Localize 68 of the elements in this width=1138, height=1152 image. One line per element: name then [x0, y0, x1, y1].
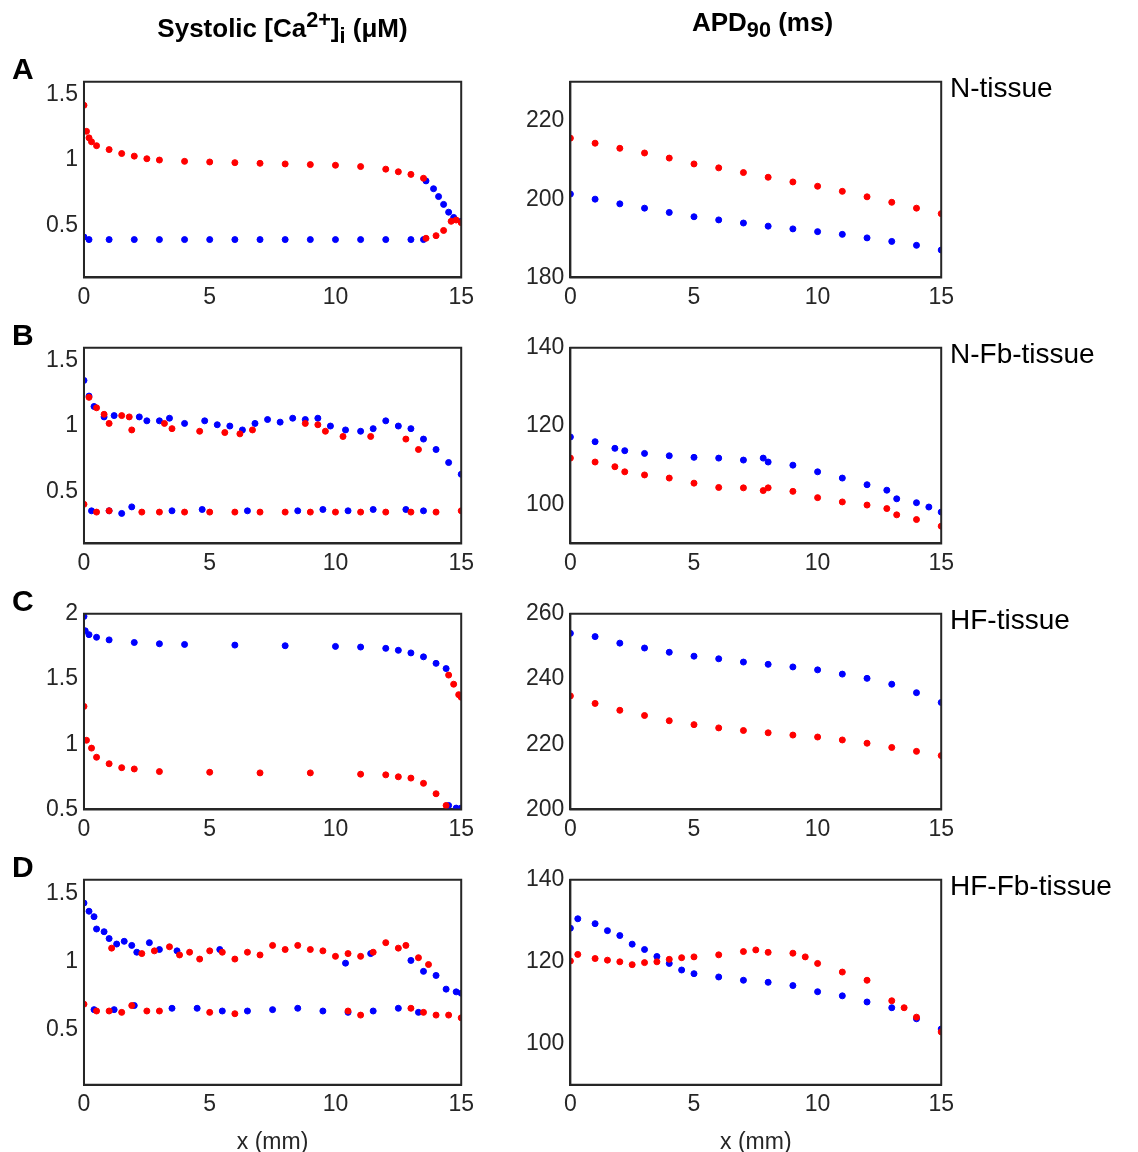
x-tick-label: 0	[563, 548, 577, 575]
y-tick-label: 220	[526, 729, 565, 756]
y-tick-label: 100	[526, 489, 565, 516]
text: C	[12, 584, 34, 618]
x-tick-label: 0	[563, 1089, 577, 1116]
y-tick-label: 200	[526, 184, 565, 211]
y-tick-label: 2	[65, 599, 78, 626]
x-tick-label: 5	[203, 1089, 217, 1116]
x-tick-label: 5	[687, 548, 701, 575]
x-tick-label: 10	[322, 548, 349, 575]
x-tick-label: 15	[448, 1089, 475, 1116]
x-tick-label: 10	[804, 548, 831, 575]
y-tick-label: 140	[526, 865, 565, 892]
x-tick-label: 5	[203, 548, 217, 575]
x-tick-label: 0	[563, 814, 577, 841]
y-tick-label: 0.5	[45, 1015, 78, 1042]
x-tick-label: 15	[928, 282, 955, 309]
y-tick-label: 1	[65, 729, 78, 756]
y-tick-label: 1.5	[45, 346, 78, 373]
x-tick-label: 15	[448, 548, 475, 575]
x-tick-label: 5	[687, 1089, 701, 1116]
chart-title: APD$_{90}$ (ms)	[690, 7, 835, 44]
x-tick-label: 10	[322, 814, 349, 841]
x-tick-label: 15	[448, 814, 475, 841]
x-tick-label: 5	[203, 282, 217, 309]
y-tick-label: 1.5	[45, 878, 78, 905]
x-tick-label: 0	[77, 814, 91, 841]
x-tick-label: 0	[77, 282, 91, 309]
x-tick-label: 15	[928, 548, 955, 575]
y-tick-label: 220	[526, 106, 565, 133]
x-tick-label: 15	[448, 282, 475, 309]
x-tick-label: 0	[77, 1089, 91, 1116]
y-tick-label: 1.5	[45, 80, 78, 107]
x-tick-label: 10	[804, 282, 831, 309]
chart-title: Systolic [Ca$^{2+}$]$_{i}$ (μM)	[156, 7, 409, 49]
x-tick-label: 10	[322, 1089, 349, 1116]
x-tick-label: 15	[928, 814, 955, 841]
x-tick-label: 10	[804, 1089, 831, 1116]
text: N-Fb-tissue	[950, 338, 1095, 370]
x-tick-label: 0	[563, 282, 577, 309]
y-tick-label: 120	[526, 411, 565, 438]
x-tick-label: 5	[687, 282, 701, 309]
text: HF-Fb-tissue	[950, 870, 1112, 902]
x-tick-label: 5	[687, 814, 701, 841]
y-tick-label: 180	[526, 262, 565, 289]
y-tick-label: 0.5	[45, 476, 78, 503]
text: HF-tissue	[950, 604, 1070, 636]
y-tick-label: 0.5	[45, 210, 78, 237]
y-tick-label: 200	[526, 794, 565, 821]
y-tick-label: 120	[526, 947, 565, 974]
y-tick-label: 100	[526, 1029, 565, 1056]
x-tick-label: 10	[804, 814, 831, 841]
text: B	[12, 318, 34, 352]
y-tick-label: 1	[65, 947, 78, 974]
y-tick-label: 140	[526, 333, 565, 360]
y-tick-label: 260	[526, 599, 565, 626]
y-tick-label: 1	[65, 411, 78, 438]
y-tick-label: 240	[526, 664, 565, 691]
x-tick-label: 10	[322, 282, 349, 309]
text: N-tissue	[950, 72, 1053, 104]
y-tick-label: 1.5	[45, 664, 78, 691]
y-tick-label: 0.5	[45, 794, 78, 821]
x-tick-label: 5	[203, 814, 217, 841]
y-tick-label: 1	[65, 145, 78, 172]
x-tick-label: 15	[928, 1089, 955, 1116]
text: D	[12, 850, 34, 884]
text: A	[12, 52, 34, 86]
x-tick-label: 0	[77, 548, 91, 575]
